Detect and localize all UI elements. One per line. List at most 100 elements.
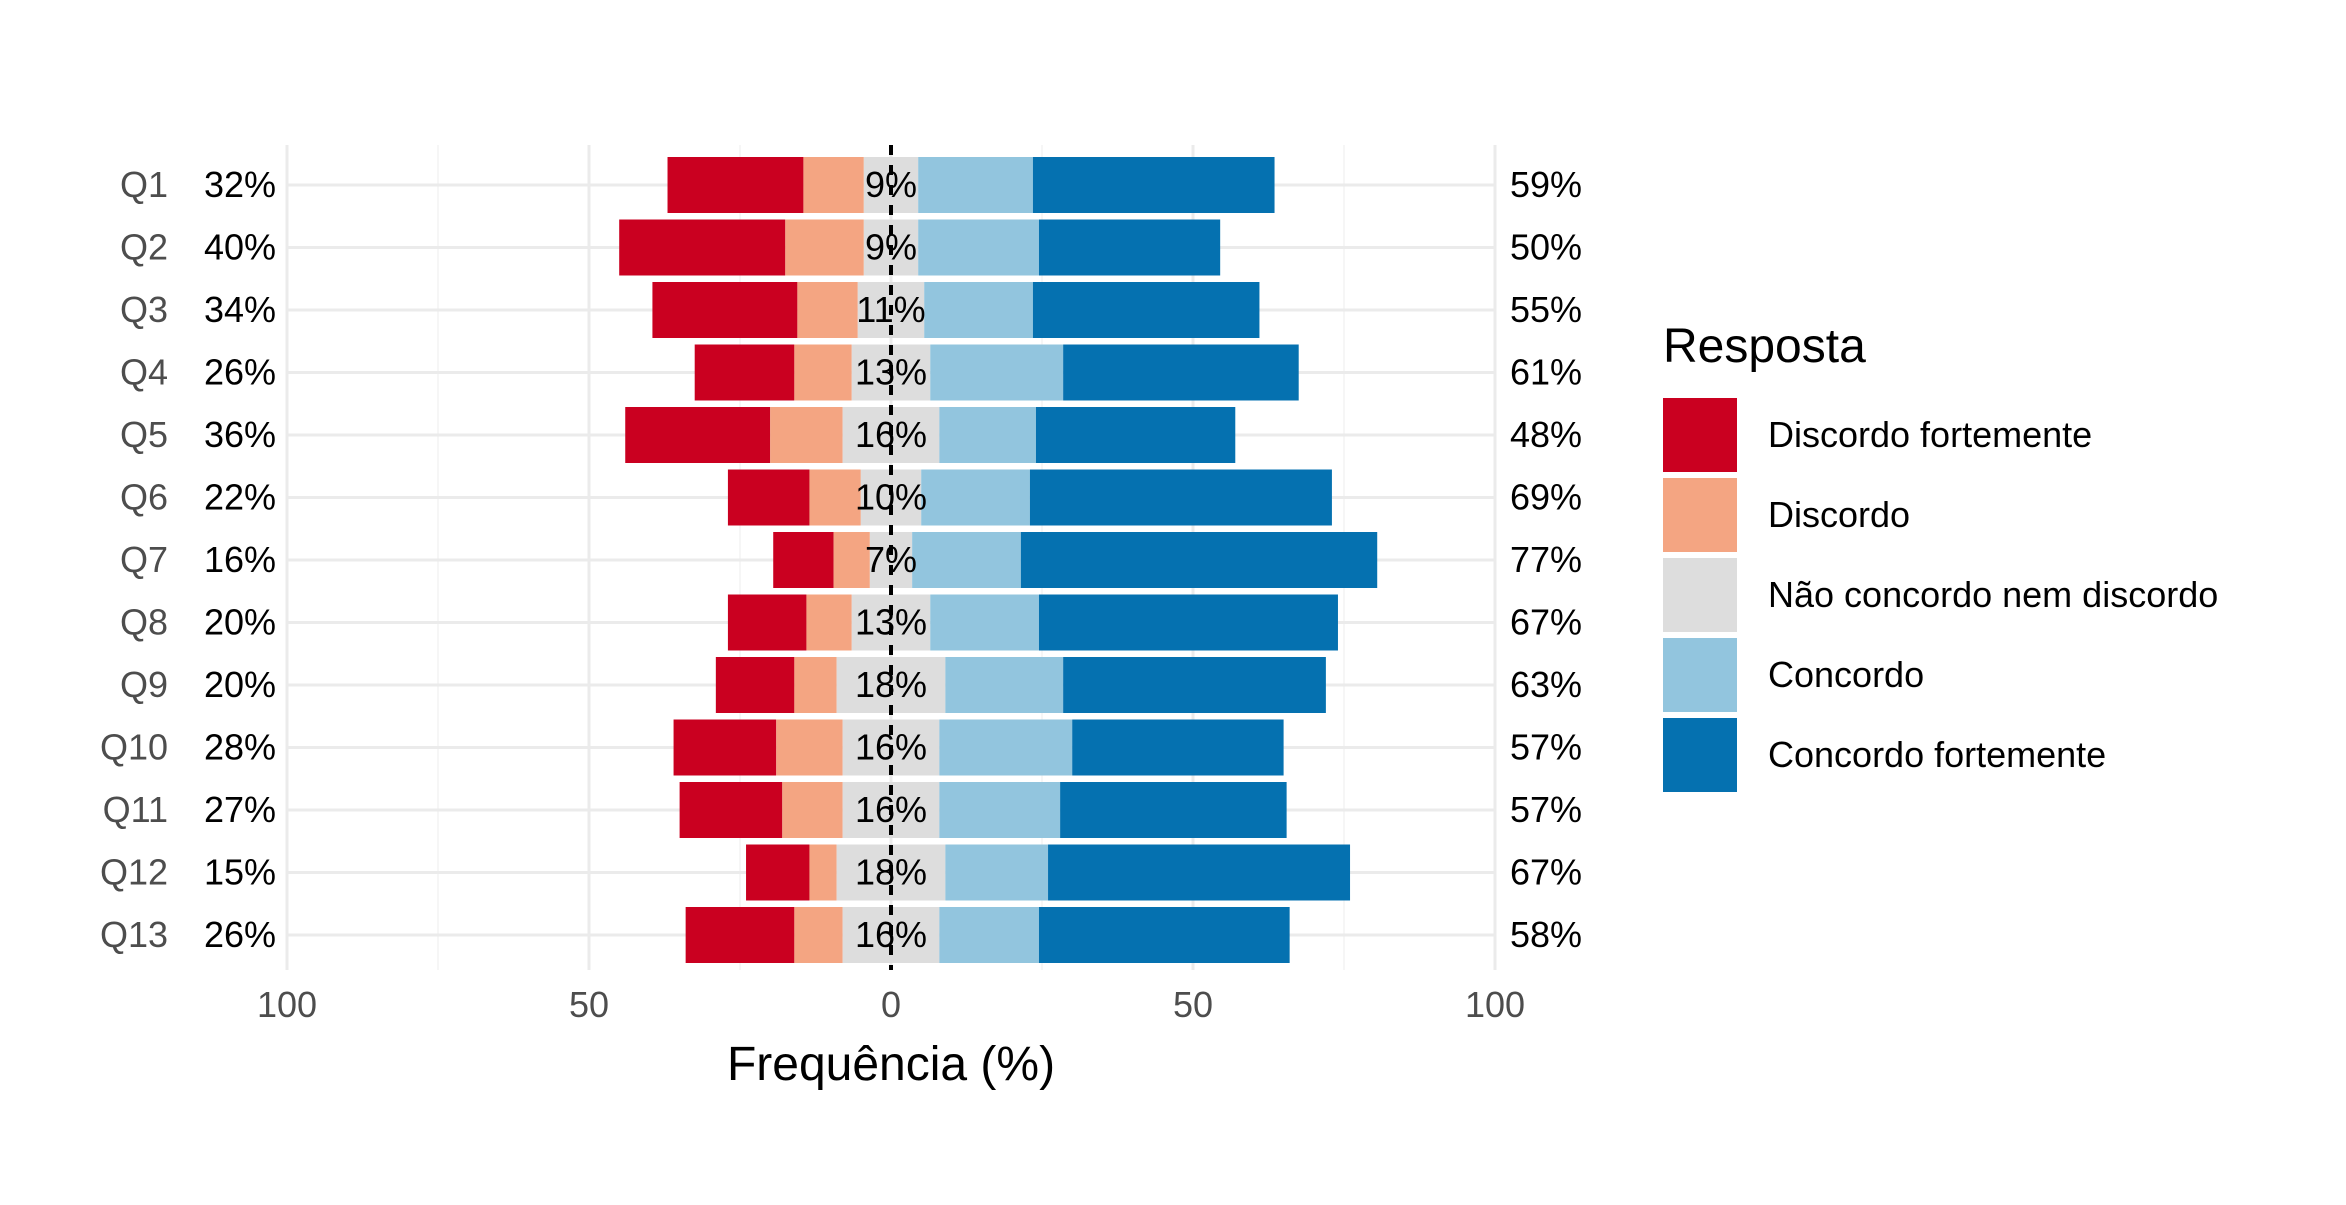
- left-label: 20%: [204, 664, 276, 705]
- bar-q12-s0: [746, 844, 810, 901]
- legend-swatch: [1663, 398, 1737, 472]
- category-label: Q8: [120, 602, 168, 643]
- category-label: Q4: [120, 352, 168, 393]
- bar-q2-s4: [1038, 219, 1221, 276]
- x-ticks: 100 50 0 50 100: [257, 984, 1525, 1025]
- bar-q5-s4: [1035, 407, 1236, 463]
- legend-entry: Discordo: [1768, 494, 1910, 535]
- x-tick-label: 0: [881, 984, 901, 1025]
- bar-q6-s3: [921, 469, 1030, 526]
- category-label: Q11: [103, 789, 168, 830]
- right-label: 61%: [1510, 352, 1582, 393]
- bar-q7-s2: [869, 532, 913, 588]
- bar-q13-s4: [1038, 907, 1290, 963]
- legend-swatch: [1663, 638, 1737, 712]
- bar-q1-s0: [667, 157, 804, 213]
- category-label: Q1: [120, 164, 168, 205]
- bar-q12-s3: [945, 844, 1049, 901]
- legend-title: Resposta: [1663, 320, 1866, 373]
- center-label: 7%: [865, 539, 917, 580]
- category-label: Q5: [120, 414, 168, 455]
- x-tick-label: 50: [1173, 984, 1213, 1025]
- bar-q1-s1: [803, 157, 864, 213]
- question-labels: Q1 Q2 Q3 Q4 Q5 Q6 Q7 Q8 Q9 Q10 Q11 Q12 Q13: [100, 164, 168, 955]
- bar-q3-s4: [1032, 282, 1260, 338]
- right-label: 69%: [1510, 477, 1582, 518]
- bar-q3-s3: [924, 282, 1033, 338]
- center-label: 18%: [855, 664, 927, 705]
- bar-q7-s4: [1020, 532, 1378, 588]
- category-label: Q12: [100, 852, 168, 893]
- right-label: 67%: [1510, 852, 1582, 893]
- right-label: 63%: [1510, 664, 1582, 705]
- legend-entry: Concordo fortemente: [1768, 734, 2106, 775]
- bar-q10-s0: [673, 719, 777, 776]
- bar-q6-s1: [809, 469, 861, 526]
- left-label: 28%: [204, 727, 276, 768]
- center-label: 18%: [855, 852, 927, 893]
- bar-q4-s4: [1063, 344, 1299, 401]
- bar-q1-s3: [918, 157, 1033, 213]
- right-label: 58%: [1510, 914, 1582, 955]
- left-label: 26%: [204, 914, 276, 955]
- center-labels: 9% 9% 11% 13% 16% 10% 7% 13% 18% 16% 16% 18% 16%: [855, 164, 927, 955]
- bar-q6-s0: [727, 469, 810, 526]
- left-label: 16%: [204, 539, 276, 580]
- bar-q10-s3: [939, 719, 1073, 776]
- bar-q3-s1: [797, 282, 858, 338]
- center-label: 16%: [855, 789, 927, 830]
- bar-q2-s3: [918, 219, 1039, 276]
- bar-q7-s3: [912, 532, 1021, 588]
- bar-q7-s1: [833, 532, 870, 588]
- category-label: Q2: [120, 227, 168, 268]
- bar-q5-s3: [939, 407, 1036, 463]
- left-label: 34%: [204, 289, 276, 330]
- right-label: 48%: [1510, 414, 1582, 455]
- bar-q4-s0: [694, 344, 795, 401]
- x-tick-label: 50: [569, 984, 609, 1025]
- bar-q6-s2: [860, 469, 922, 526]
- bar-q9-s3: [945, 657, 1064, 713]
- bar-q11-s0: [679, 782, 783, 838]
- center-label: 13%: [855, 352, 927, 393]
- bar-q8-s0: [727, 594, 807, 651]
- category-label: Q13: [100, 914, 168, 955]
- bar-q12-s4: [1048, 844, 1351, 901]
- left-label: 36%: [204, 414, 276, 455]
- bar-q12-s1: [809, 844, 837, 901]
- center-label: 16%: [855, 727, 927, 768]
- right-label: 67%: [1510, 602, 1582, 643]
- bar-q9-s4: [1063, 657, 1326, 713]
- bar-q13-s3: [939, 907, 1039, 963]
- center-label: 11%: [856, 289, 925, 330]
- bar-q10-s4: [1072, 719, 1284, 776]
- bar-q4-s3: [930, 344, 1064, 401]
- left-label: 27%: [204, 789, 276, 830]
- bar-q9-s0: [715, 657, 795, 713]
- x-tick-label: 100: [1465, 984, 1525, 1025]
- bar-q8-s2: [851, 594, 931, 651]
- bar-q3-s0: [652, 282, 798, 338]
- right-labels: 59% 50% 55% 61% 48% 69% 77% 67% 63% 57% 57% 67% 58%: [1510, 164, 1582, 955]
- right-label: 50%: [1510, 227, 1582, 268]
- bar-q5-s1: [770, 407, 843, 463]
- bar-q5-s0: [625, 407, 771, 463]
- bar-q6-s4: [1029, 469, 1332, 526]
- center-label: 13%: [855, 602, 927, 643]
- center-label: 9%: [865, 164, 917, 205]
- legend-swatch: [1663, 478, 1737, 552]
- bar-q8-s4: [1038, 594, 1338, 651]
- bar-q9-s1: [794, 657, 837, 713]
- right-label: 77%: [1510, 539, 1582, 580]
- left-label: 22%: [204, 477, 276, 518]
- legend-entry: Concordo: [1768, 654, 1924, 695]
- right-label: 57%: [1510, 789, 1582, 830]
- center-label: 9%: [865, 227, 917, 268]
- legend-entry: Discordo fortemente: [1768, 414, 2092, 455]
- category-label: Q9: [120, 664, 168, 705]
- category-label: Q10: [100, 727, 168, 768]
- category-label: Q3: [120, 289, 168, 330]
- x-axis-label: Frequência (%): [727, 1038, 1055, 1091]
- left-label: 20%: [204, 602, 276, 643]
